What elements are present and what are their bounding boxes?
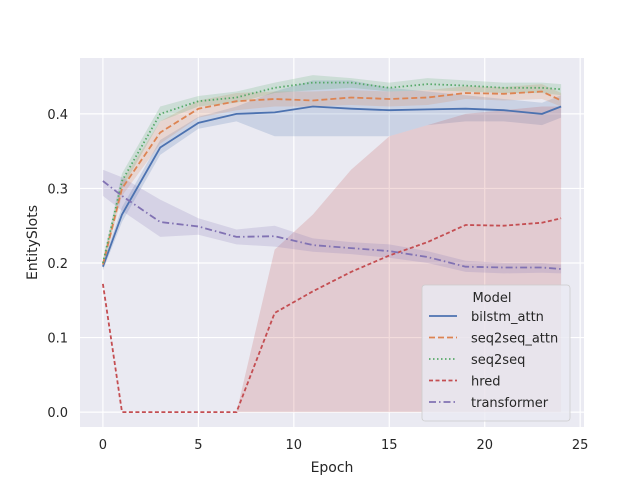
- line-hred: [102, 217, 562, 414]
- band-transformer: [102, 169, 562, 274]
- x-tick-label-0: 0: [99, 438, 107, 453]
- legend-box: [421, 284, 571, 422]
- legend-label-seq2seq: seq2seq: [471, 353, 525, 368]
- x-axis-label: Epoch: [311, 460, 354, 476]
- legend-label-bilstm_attn: bilstm_attn: [471, 310, 544, 325]
- line-bilstm_attn: [102, 105, 562, 268]
- line-seq2seq: [102, 81, 562, 264]
- legend-label-transformer: transformer: [471, 396, 549, 411]
- x-tick-label-4: 20: [476, 438, 493, 453]
- x-tick-label-5: 25: [572, 438, 589, 453]
- y-axis-label: EntitySlots: [25, 205, 41, 280]
- y-tick-label-3: 0.3: [47, 182, 68, 197]
- y-tick-label-4: 0.4: [47, 108, 68, 123]
- y-tick-label-0: 0.0: [47, 406, 68, 421]
- legend-items: bilstm_attn seq2seq_attn seq2seq hred transf…: [429, 310, 558, 411]
- y-tick-labels: 0.0 0.1 0.2 0.3 0.4: [47, 108, 68, 421]
- legend: Model bilstm_attn seq2seq_attn seq2seq hred…: [421, 284, 571, 422]
- legend-label-seq2seq_attn: seq2seq_attn: [471, 332, 558, 347]
- y-tick-label-1: 0.1: [47, 332, 68, 347]
- x-tick-label-1: 5: [194, 438, 202, 453]
- y-tick-label-2: 0.2: [47, 257, 68, 272]
- band-bilstm_attn: [102, 80, 562, 271]
- line-transformer: [102, 180, 562, 270]
- series-lines: [102, 81, 562, 414]
- legend-title: Model: [472, 291, 511, 306]
- x-tick-labels: 0 5 10 15 20 25: [99, 438, 589, 453]
- x-tick-label-2: 10: [286, 438, 303, 453]
- line-seq2seq_attn: [102, 90, 562, 265]
- x-tick-label-3: 15: [381, 438, 398, 453]
- grid: [80, 58, 584, 427]
- legend-label-hred: hred: [471, 375, 501, 390]
